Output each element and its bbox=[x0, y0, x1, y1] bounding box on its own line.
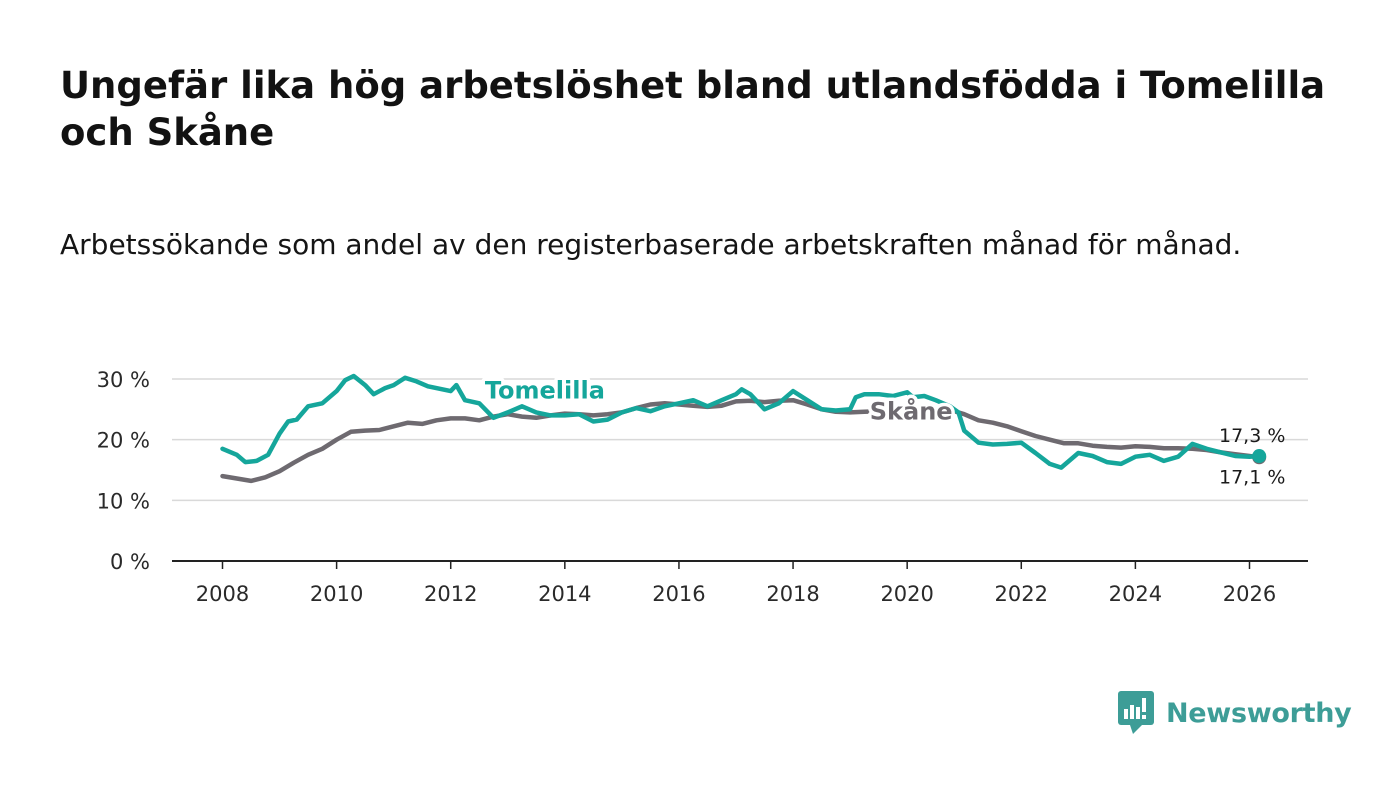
x-tick-label: 2022 bbox=[995, 582, 1048, 606]
x-tick-label: 2010 bbox=[310, 582, 363, 606]
x-tick-label: 2008 bbox=[196, 582, 249, 606]
series-line-sk-ne bbox=[220, 397, 1262, 484]
series-label-tomelilla: Tomelilla bbox=[485, 376, 605, 404]
x-tick-label: 2018 bbox=[766, 582, 819, 606]
series-line-tomelilla bbox=[220, 373, 1262, 470]
end-value-label: 17,1 % bbox=[1219, 466, 1285, 488]
logo-text: Newsworthy bbox=[1166, 697, 1352, 729]
x-axis-ticks: 2008 2010 2012 2014 2016 2018 2020 2022 2024 2026 bbox=[196, 561, 1276, 606]
y-tick-label: 0 % bbox=[110, 550, 150, 574]
x-tick-label: 2014 bbox=[538, 582, 591, 606]
chart-subtitle: Arbetssökande som andel av den registerb… bbox=[60, 228, 1242, 261]
x-tick-label: 2026 bbox=[1223, 582, 1276, 606]
x-tick-label: 2020 bbox=[880, 582, 933, 606]
x-tick-label: 2012 bbox=[424, 582, 477, 606]
y-tick-label: 20 % bbox=[97, 429, 150, 453]
series-end-marker bbox=[1252, 449, 1267, 464]
y-axis-ticks: 0 % 10 % 20 % 30 % bbox=[97, 368, 150, 574]
newsworthy-logo-icon bbox=[1118, 691, 1154, 734]
x-tick-label: 2016 bbox=[652, 582, 705, 606]
gridlines bbox=[172, 378, 1308, 502]
series-labels: Tomelilla Skåne 17,3 % 17,1 % bbox=[481, 373, 1285, 488]
series-label-sk-ne: Skåne bbox=[870, 397, 953, 426]
newsworthy-logo: Newsworthy bbox=[1118, 690, 1352, 736]
x-tick-label: 2024 bbox=[1109, 582, 1162, 606]
chart-title: Ungefär lika hög arbetslöshet bland utla… bbox=[60, 64, 1326, 154]
y-tick-label: 10 % bbox=[97, 489, 150, 513]
end-value-label: 17,3 % bbox=[1219, 425, 1285, 447]
y-tick-label: 30 % bbox=[97, 368, 150, 392]
series-lines bbox=[220, 373, 1267, 484]
